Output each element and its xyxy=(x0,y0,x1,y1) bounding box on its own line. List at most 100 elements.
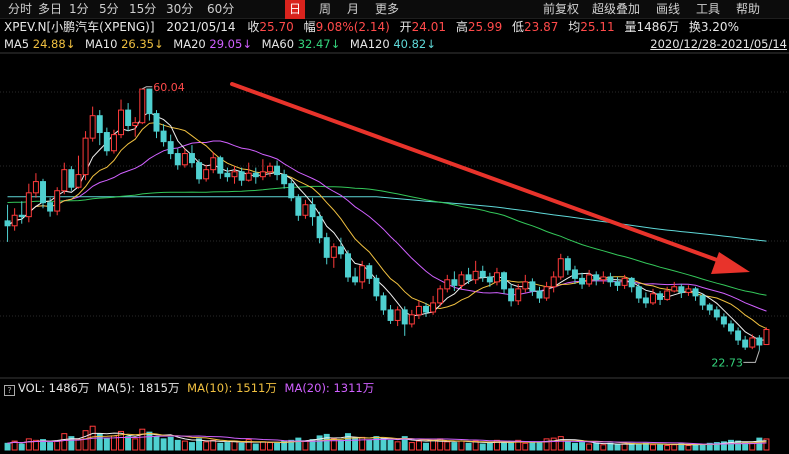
date-range[interactable]: 2020/12/28-2021/05/14 xyxy=(650,37,787,51)
high-marker xyxy=(142,86,153,90)
candle xyxy=(231,166,238,184)
volume-bar xyxy=(103,438,110,451)
candle xyxy=(437,285,444,307)
candle xyxy=(614,276,621,291)
volume-bar xyxy=(203,441,210,451)
volume-bar xyxy=(345,433,351,451)
low-marker xyxy=(743,350,760,363)
candle-body xyxy=(295,197,302,216)
candle xyxy=(352,267,359,286)
candle xyxy=(486,272,493,287)
vol-ma5-value: 1815万 xyxy=(138,381,180,395)
candle-body xyxy=(245,172,252,181)
volume-bar xyxy=(706,442,713,451)
candle xyxy=(685,285,692,296)
candle-body xyxy=(486,276,493,283)
candle-body xyxy=(210,157,217,171)
candle xyxy=(387,305,394,324)
volume-bar xyxy=(458,440,465,451)
candle xyxy=(628,276,635,293)
candle-body xyxy=(614,281,621,286)
volume-bar xyxy=(274,442,281,451)
volume-bar xyxy=(735,440,742,451)
tab-1min[interactable]: 1分 xyxy=(69,2,89,16)
candle-body xyxy=(288,183,295,199)
tab-monthly[interactable]: 月 xyxy=(347,2,360,16)
candle-body xyxy=(18,214,25,218)
candle-body xyxy=(160,130,167,143)
vol-ma10-polyline xyxy=(7,432,767,445)
overlay-button[interactable]: 超级叠加 xyxy=(592,2,641,16)
stock-name: XPEV.N[小鹏汽车(XPENG)] xyxy=(4,20,155,34)
volume-bar xyxy=(579,442,586,451)
candle xyxy=(423,302,429,317)
volume-bar xyxy=(444,441,451,451)
candle xyxy=(394,306,401,327)
candle-body xyxy=(110,134,117,152)
candle xyxy=(720,313,727,328)
candle xyxy=(82,131,89,181)
candle xyxy=(11,208,18,231)
adjust-forward-button[interactable]: 前复权 xyxy=(543,2,580,16)
avg-label: 均 xyxy=(568,20,581,34)
ma5-label: MA5 xyxy=(4,37,30,51)
candle xyxy=(671,281,678,293)
candle xyxy=(18,201,25,224)
candle-body xyxy=(451,279,458,286)
open-label: 开 xyxy=(399,20,412,34)
volume-bar xyxy=(153,436,160,451)
avg-value: 25.11 xyxy=(580,20,615,34)
arrow-head xyxy=(711,252,750,274)
candle xyxy=(579,272,586,289)
candle xyxy=(32,173,39,198)
volume-bar xyxy=(245,439,252,451)
tab-intraday[interactable]: 分时 xyxy=(8,2,33,16)
candle xyxy=(167,134,174,160)
volume-bar xyxy=(614,444,621,451)
draw-line-button[interactable]: 画线 xyxy=(656,2,681,16)
tab-weekly[interactable]: 周 xyxy=(319,2,332,16)
volume-bar xyxy=(763,438,770,451)
candle xyxy=(522,274,529,293)
ma20-value: 29.05↓ xyxy=(209,37,252,51)
volume-bar xyxy=(181,440,188,451)
candle-body xyxy=(266,165,273,173)
tab-15min[interactable]: 15分 xyxy=(129,2,157,16)
candle-body xyxy=(437,288,444,304)
candle-body xyxy=(657,293,664,300)
close-value: 25.70 xyxy=(259,20,294,34)
candle-body xyxy=(167,141,174,155)
tab-daily[interactable]: 日 xyxy=(285,0,306,19)
candle-body xyxy=(153,113,160,132)
candle xyxy=(132,117,139,137)
ma10-value: 26.35↓ xyxy=(121,37,164,51)
tab-60min[interactable]: 60分 xyxy=(207,2,235,16)
candle-body xyxy=(550,276,557,288)
candle-body xyxy=(118,109,125,136)
candle-body xyxy=(345,253,351,278)
candle xyxy=(153,110,160,139)
help-box-icon[interactable]: ? xyxy=(4,385,15,396)
tab-30min[interactable]: 30分 xyxy=(166,2,194,16)
tab-multi-day[interactable]: 多日 xyxy=(38,2,63,16)
candle xyxy=(245,162,252,182)
low-label: 低 xyxy=(512,20,525,34)
candle-body xyxy=(259,171,266,178)
candle-body xyxy=(529,281,536,292)
close-label: 收 xyxy=(247,20,260,34)
candle xyxy=(54,187,61,216)
candle xyxy=(593,271,600,286)
volume-bar xyxy=(685,445,692,451)
candle-body xyxy=(571,269,578,279)
tab-more[interactable]: 更多 xyxy=(375,2,400,16)
ma20-polyline xyxy=(7,140,767,312)
candle xyxy=(529,278,536,296)
volume-bar xyxy=(415,440,422,451)
volume-bar xyxy=(451,442,458,451)
tab-5min[interactable]: 5分 xyxy=(99,2,119,16)
volume-bar xyxy=(564,441,571,451)
tools-button[interactable]: 工具 xyxy=(696,2,721,16)
candle xyxy=(75,155,82,189)
help-button[interactable]: 帮助 xyxy=(736,2,761,16)
